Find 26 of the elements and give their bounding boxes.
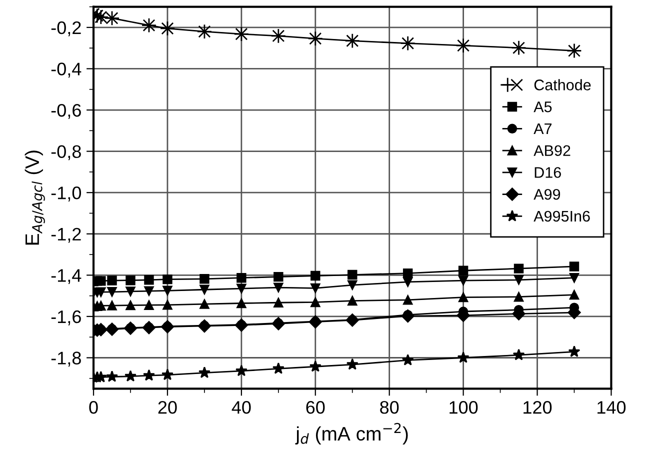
- x-tick-label: 0: [89, 401, 98, 414]
- x-tick-label: 80: [380, 401, 399, 414]
- y-tick-label: -0,6: [51, 104, 81, 119]
- y-tick-label: -0,2: [51, 21, 81, 36]
- legend-label: AB92: [534, 145, 570, 156]
- x-tick-label: 120: [524, 401, 552, 414]
- x-tick-label: 60: [306, 401, 325, 414]
- y-tick-label: -1,6: [51, 310, 81, 326]
- legend-label: A5: [534, 102, 552, 112]
- legend-label: A995In6: [534, 210, 590, 222]
- x-tick-label: 40: [232, 401, 251, 414]
- y-tick-label: -1,2: [51, 228, 81, 243]
- y-tick-label: -1,4: [51, 269, 82, 284]
- y-tick-label: -1,0: [51, 186, 82, 202]
- y-tick-label: -1,8: [51, 352, 81, 367]
- legend-label: A99: [534, 188, 560, 200]
- x-axis-title: j$_{d}$ (mA cm$^{−2}$): [295, 422, 408, 444]
- y-tick-label: -0,4: [51, 62, 82, 78]
- legend-label: D16: [534, 167, 561, 178]
- y-tick-label: -0,8: [51, 145, 81, 160]
- y-axis-title: E$_{Ag/Agcl}$ (V): [24, 150, 45, 245]
- x-tick-label: 20: [158, 401, 177, 414]
- legend-label: Cathode: [534, 79, 591, 90]
- x-tick-label: 140: [598, 401, 626, 414]
- legend-label: A7: [534, 123, 552, 134]
- x-tick-label: 100: [450, 401, 478, 414]
